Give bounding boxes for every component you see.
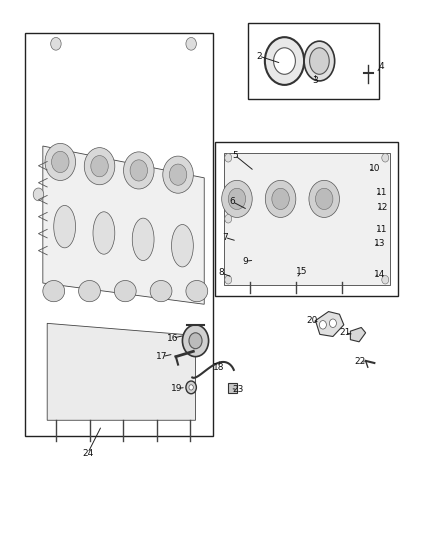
Text: 4: 4 — [377, 62, 383, 70]
Circle shape — [162, 156, 193, 193]
Circle shape — [319, 320, 325, 329]
Bar — [25, 33, 212, 436]
Circle shape — [188, 385, 193, 390]
Bar — [215, 142, 397, 296]
Polygon shape — [43, 146, 204, 304]
Ellipse shape — [53, 205, 75, 248]
Text: 12: 12 — [377, 203, 388, 212]
Bar — [228, 383, 237, 393]
Circle shape — [45, 143, 75, 181]
Text: 14: 14 — [374, 270, 385, 279]
Bar — [223, 152, 389, 285]
Circle shape — [91, 156, 108, 177]
Text: 7: 7 — [221, 233, 227, 242]
Circle shape — [228, 188, 245, 209]
Circle shape — [130, 160, 147, 181]
Circle shape — [50, 37, 61, 50]
Circle shape — [273, 48, 295, 74]
Circle shape — [224, 215, 231, 223]
Circle shape — [169, 164, 186, 185]
Text: 6: 6 — [229, 197, 235, 206]
Polygon shape — [47, 324, 195, 420]
Text: 17: 17 — [156, 352, 167, 361]
Circle shape — [185, 381, 196, 394]
Circle shape — [84, 148, 115, 185]
Circle shape — [315, 188, 332, 209]
Circle shape — [182, 325, 208, 357]
Ellipse shape — [150, 280, 172, 302]
Circle shape — [381, 154, 388, 162]
Text: 2: 2 — [255, 52, 261, 61]
Text: 11: 11 — [375, 188, 387, 197]
Text: 5: 5 — [231, 151, 237, 160]
Ellipse shape — [171, 224, 193, 267]
Circle shape — [264, 37, 304, 85]
Circle shape — [265, 180, 295, 217]
Text: 10: 10 — [368, 164, 379, 173]
Ellipse shape — [132, 218, 154, 261]
Bar — [247, 22, 378, 100]
Circle shape — [224, 154, 231, 162]
Text: 24: 24 — [82, 449, 93, 458]
Circle shape — [188, 333, 201, 349]
Ellipse shape — [78, 280, 100, 302]
Ellipse shape — [304, 41, 334, 81]
Text: 8: 8 — [217, 268, 223, 277]
Text: 19: 19 — [171, 384, 183, 393]
Circle shape — [328, 319, 336, 327]
Text: 22: 22 — [353, 358, 365, 367]
Ellipse shape — [185, 280, 207, 302]
Ellipse shape — [114, 280, 136, 302]
Text: 3: 3 — [312, 76, 318, 85]
Circle shape — [224, 276, 231, 284]
Ellipse shape — [93, 212, 115, 254]
Polygon shape — [350, 327, 365, 342]
Polygon shape — [315, 312, 343, 336]
Circle shape — [51, 151, 69, 173]
Circle shape — [381, 276, 388, 284]
Circle shape — [33, 188, 44, 201]
Text: 11: 11 — [375, 225, 387, 234]
Text: 16: 16 — [167, 334, 178, 343]
Circle shape — [185, 37, 196, 50]
Circle shape — [271, 188, 289, 209]
Text: 9: 9 — [242, 257, 248, 265]
Text: 20: 20 — [306, 316, 317, 325]
Ellipse shape — [43, 280, 64, 302]
Text: 13: 13 — [374, 239, 385, 248]
Text: 18: 18 — [212, 363, 224, 372]
Circle shape — [221, 180, 252, 217]
Text: 23: 23 — [232, 385, 243, 394]
Ellipse shape — [309, 48, 328, 74]
Text: 15: 15 — [295, 268, 307, 276]
Text: 21: 21 — [338, 328, 350, 337]
Circle shape — [123, 152, 154, 189]
Circle shape — [308, 180, 339, 217]
